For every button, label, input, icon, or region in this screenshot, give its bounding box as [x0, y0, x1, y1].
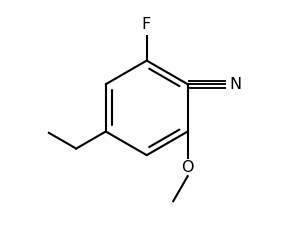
Text: O: O	[182, 160, 194, 175]
Text: N: N	[230, 77, 242, 92]
Text: F: F	[141, 17, 151, 32]
